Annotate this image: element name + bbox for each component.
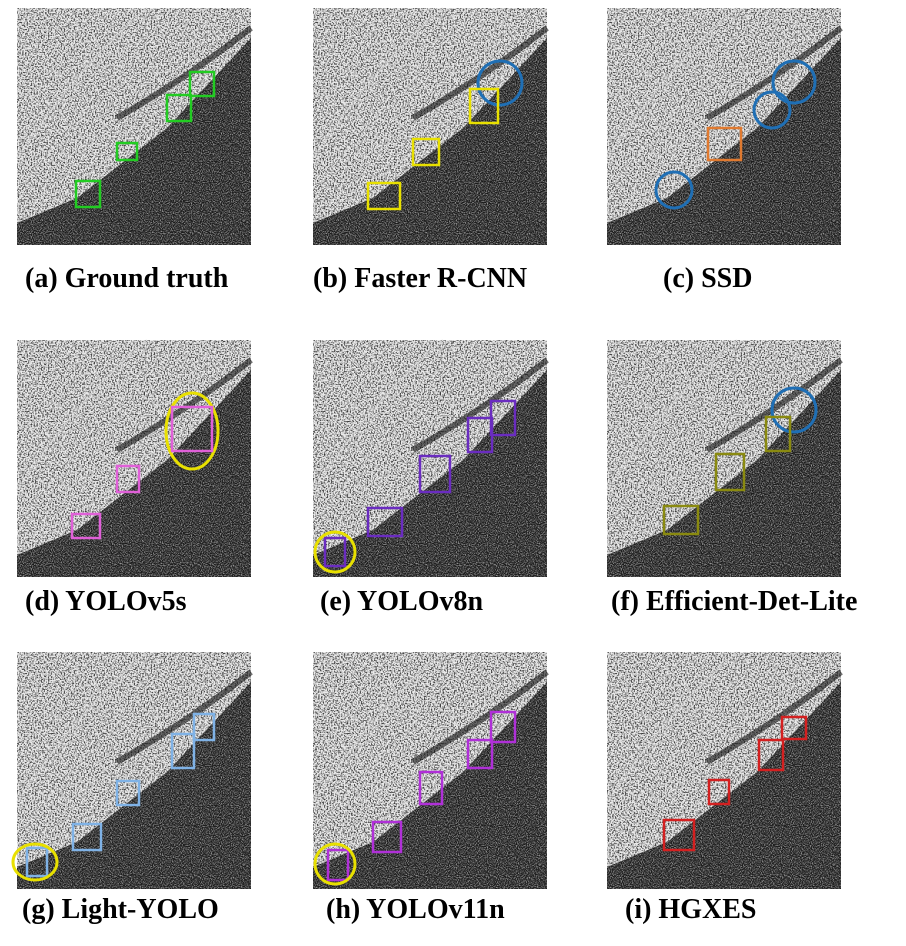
panel-caption: (d) YOLOv5s [25, 586, 187, 617]
detection-box [714, 452, 746, 492]
detection-box [371, 820, 403, 854]
detection-circle [164, 391, 220, 471]
detection-box [489, 710, 517, 744]
detection-box [192, 712, 216, 742]
detection-box [188, 70, 216, 98]
detection-box [115, 779, 141, 807]
detection-box [706, 126, 743, 162]
sar-image [313, 8, 547, 245]
sar-image [607, 652, 841, 889]
detection-circle [313, 530, 357, 574]
detection-circle [313, 842, 357, 886]
panel [17, 8, 251, 245]
panel-caption: (c) SSD [663, 263, 752, 294]
detection-box [780, 715, 808, 741]
detection-circle [752, 90, 792, 130]
detection-box [707, 778, 731, 806]
panel [17, 340, 251, 577]
detection-box [662, 818, 696, 852]
detection-box [165, 93, 193, 123]
detection-box [757, 738, 785, 772]
panel-caption: (e) YOLOv8n [320, 586, 483, 617]
panel-caption: (g) Light-YOLO [22, 894, 219, 925]
panel-caption: (f) Efficient-Det-Lite [611, 586, 857, 617]
detection-box [411, 137, 441, 167]
panel-caption: (a) Ground truth [25, 263, 229, 294]
detection-box [323, 536, 347, 568]
detection-box [418, 454, 452, 494]
detection-box [466, 738, 494, 770]
panel [607, 652, 841, 889]
sar-image [607, 340, 841, 577]
panel [607, 8, 841, 245]
detection-box [366, 181, 402, 211]
detection-box [71, 822, 103, 852]
sar-image [17, 652, 251, 889]
detection-box [326, 848, 350, 882]
detection-box [170, 732, 196, 770]
detection-box [25, 846, 49, 878]
panel-caption: (h) YOLOv11n [326, 894, 505, 925]
panel [313, 8, 547, 245]
sar-image [313, 340, 547, 577]
detection-box [466, 416, 494, 454]
detection-box [418, 770, 444, 806]
panel [11, 652, 251, 889]
sar-image [17, 340, 251, 577]
panel [313, 652, 547, 889]
detection-box [468, 87, 500, 125]
detection-box [115, 464, 141, 494]
detection-box [662, 504, 700, 536]
detection-box [74, 179, 102, 209]
panel-caption: (i) HGXES [625, 894, 756, 925]
panel [313, 340, 547, 577]
detection-box [70, 512, 102, 540]
sar-image [17, 8, 251, 245]
detection-box [366, 506, 404, 538]
detection-circle [476, 59, 524, 107]
detection-circle [654, 170, 694, 210]
detection-box [764, 415, 792, 453]
detection-box [115, 141, 139, 162]
detection-circle [770, 386, 818, 434]
detection-box [170, 405, 214, 453]
panel-caption: (b) Faster R-CNN [313, 263, 527, 294]
sar-image [607, 8, 841, 245]
detection-circle [771, 59, 817, 105]
panel [607, 340, 841, 577]
detection-circle [11, 842, 59, 882]
